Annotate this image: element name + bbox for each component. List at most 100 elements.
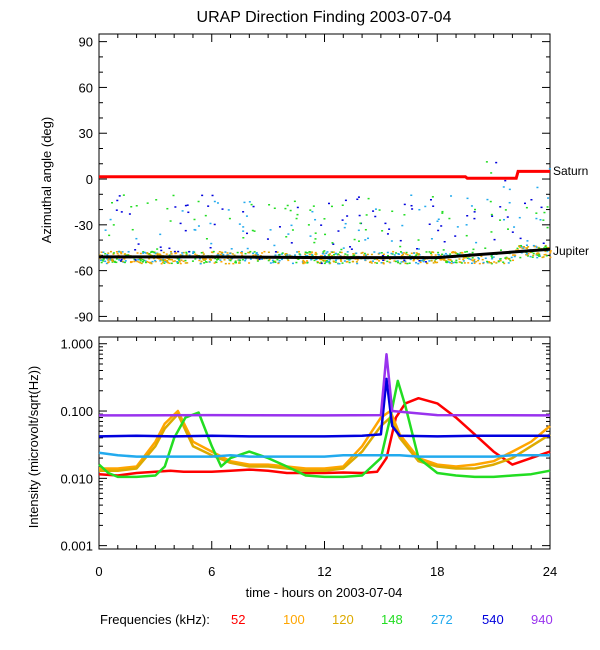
azimuth-point	[457, 253, 460, 256]
azimuth-point	[365, 255, 368, 257]
azimuth-y-axis-label: Azimuthal angle (deg)	[39, 117, 54, 243]
azimuth-point	[510, 256, 513, 259]
azimuth-point	[405, 253, 408, 255]
azimuth-point	[296, 206, 299, 209]
azimuth-point	[357, 240, 360, 242]
azimuth-point	[446, 254, 449, 256]
azimuth-point	[218, 250, 221, 253]
azimuth-point	[277, 261, 280, 264]
intensity-series-940	[98, 352, 551, 417]
azimuth-point	[410, 204, 413, 207]
azimuth-point	[166, 207, 169, 210]
azimuth-point	[410, 194, 413, 197]
azimuth-point	[155, 199, 158, 201]
azimuth-point	[106, 254, 109, 256]
azimuth-point	[215, 261, 218, 264]
azimuth-point	[110, 259, 113, 261]
azimuth-point	[487, 261, 490, 263]
azimuth-point	[432, 205, 435, 207]
azimuth-point	[328, 202, 331, 205]
azimuth-point	[338, 262, 341, 265]
azimuth-point	[538, 247, 541, 249]
azimuth-point	[461, 252, 464, 254]
azimuth-point	[408, 254, 411, 257]
azimuth-point	[160, 249, 163, 252]
azimuth-point	[178, 259, 181, 261]
azimuth-point	[241, 254, 244, 257]
azimuth-point	[135, 237, 138, 240]
azimuth-point	[376, 258, 379, 261]
azimuth-point	[120, 211, 123, 213]
azimuth-point	[344, 199, 347, 202]
azimuth-point	[323, 262, 326, 265]
azimuth-point	[509, 259, 512, 262]
azimuth-point	[278, 226, 281, 228]
azimuth-point	[226, 252, 229, 254]
azimuth-point	[502, 218, 505, 221]
azimuth-point	[276, 258, 279, 261]
azimuth-point	[451, 252, 454, 254]
azimuth-point	[185, 251, 188, 254]
azimuth-point	[147, 261, 150, 264]
azimuth-point	[455, 261, 458, 264]
azimuth-point	[158, 258, 161, 260]
azimuth-point	[547, 197, 550, 199]
azimuth-point	[108, 258, 111, 260]
azimuth-point	[399, 251, 402, 253]
azimuth-point	[102, 258, 105, 260]
azimuth-point	[413, 252, 416, 254]
azimuth-point	[311, 210, 314, 213]
azimuth-point	[370, 262, 373, 264]
azimuth-point	[520, 244, 523, 247]
azimuth-point	[269, 229, 272, 231]
azimuth-point	[323, 250, 326, 252]
azimuth-point	[440, 225, 443, 227]
azimuth-point	[256, 253, 259, 256]
azimuth-point	[382, 259, 385, 262]
azimuth-point	[234, 260, 237, 262]
azimuth-point	[432, 251, 435, 254]
azimuth-point	[378, 252, 381, 254]
azimuth-point	[99, 254, 102, 256]
azimuth-point	[477, 259, 480, 262]
azimuth-point	[316, 260, 319, 263]
azimuth-point	[361, 251, 364, 254]
azimuth-point	[493, 238, 496, 241]
azimuth-point	[100, 261, 103, 264]
azimuth-point	[193, 228, 196, 231]
azimuth-point	[201, 194, 204, 197]
azimuth-point	[416, 248, 419, 250]
azimuth-point	[185, 254, 188, 256]
azimuth-point	[397, 261, 400, 264]
azimuth-point	[139, 258, 142, 261]
azimuth-point	[456, 252, 459, 255]
azimuth-point	[453, 251, 456, 253]
azimuth-point	[313, 259, 316, 262]
azimuth-point	[518, 216, 521, 219]
azimuth-point	[465, 224, 468, 226]
azimuth-point	[268, 204, 271, 206]
azimuth-point	[391, 210, 394, 213]
azimuth-point	[497, 260, 500, 263]
azimuth-point	[402, 253, 405, 256]
intensity-series-52	[98, 396, 551, 477]
azimuth-point	[169, 258, 172, 261]
azimuth-point	[191, 260, 194, 262]
azimuth-point	[506, 216, 509, 218]
azimuth-point	[121, 251, 124, 253]
azimuth-point	[470, 205, 473, 207]
azimuth-point	[506, 257, 509, 259]
azimuth-ytick-label: -30	[74, 218, 93, 233]
azimuth-point	[394, 260, 397, 263]
azimuth-point	[490, 172, 493, 174]
azimuth-point	[399, 239, 402, 242]
azimuth-point	[244, 259, 247, 262]
azimuth-point	[109, 250, 112, 253]
azimuth-point	[315, 253, 318, 256]
azimuth-point	[253, 251, 256, 253]
azimuth-point	[216, 259, 219, 261]
azimuth-point	[514, 254, 517, 257]
azimuth-point	[291, 262, 294, 265]
azimuth-point	[486, 198, 489, 201]
azimuth-point	[471, 259, 474, 261]
